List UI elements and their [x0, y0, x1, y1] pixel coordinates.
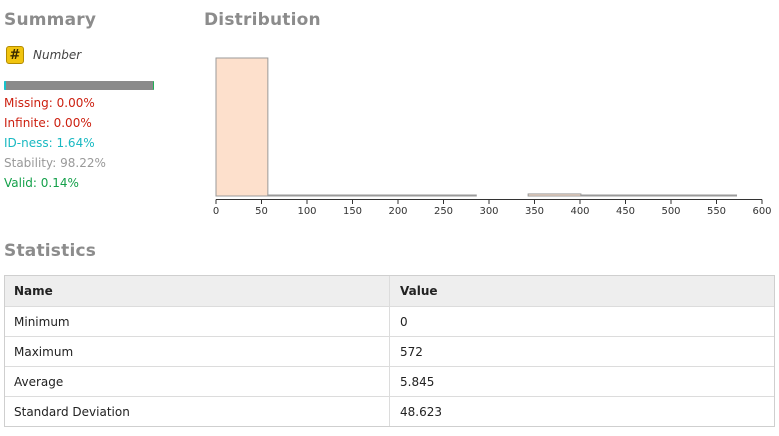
x-tick-label: 300: [479, 206, 498, 217]
x-tick-label: 500: [661, 206, 680, 217]
stat-value: 572: [400, 344, 423, 359]
stat-value: 5.845: [400, 374, 435, 389]
x-tick-label: 400: [570, 206, 589, 217]
valid-label: Valid:: [4, 176, 37, 190]
x-tick-label: 0: [213, 206, 219, 217]
x-tick-label: 350: [525, 206, 544, 217]
distribution-histogram: 0 50 100 150 200 250 300 350 400 450 500 550 600: [213, 57, 772, 217]
stability-metric: Stability: 98.22%: [4, 156, 106, 170]
value-column-header: Value: [400, 284, 438, 298]
table-row: Average 5.845: [5, 366, 774, 396]
statistics-table: Name Value Minimum 0 Maximum 572 Average…: [4, 275, 775, 427]
x-tick-label: 600: [752, 206, 771, 217]
idness-value: 1.64%: [56, 136, 95, 150]
stat-name: Minimum: [5, 307, 390, 336]
type-label: Number: [33, 48, 82, 62]
distribution-title: Distribution: [204, 10, 321, 30]
stat-value: 0: [400, 314, 408, 329]
histogram-bar: [527, 193, 582, 197]
x-tick-label: 550: [707, 206, 726, 217]
stability-label: Stability:: [4, 156, 57, 170]
stat-name: Maximum: [5, 337, 390, 366]
stat-name: Average: [5, 367, 390, 396]
name-column-header: Name: [5, 276, 390, 306]
x-tick-label: 150: [343, 206, 362, 217]
missing-label: Missing:: [4, 96, 53, 110]
idness-metric: ID-ness: 1.64%: [4, 136, 95, 150]
stat-name: Standard Deviation: [5, 397, 390, 426]
missing-metric: Missing: 0.00%: [4, 96, 95, 110]
infinite-metric: Infinite: 0.00%: [4, 116, 92, 130]
quality-bar: [4, 81, 154, 90]
stat-value: 48.623: [400, 404, 442, 419]
table-header-row: Name Value: [5, 276, 774, 306]
missing-value: 0.00%: [56, 96, 95, 110]
type-row: # Number: [6, 46, 81, 64]
table-row: Minimum 0: [5, 306, 774, 336]
x-tick-label: 50: [255, 206, 268, 217]
histogram-bar: [580, 194, 738, 197]
table-row: Maximum 572: [5, 336, 774, 366]
table-row: Standard Deviation 48.623: [5, 396, 774, 426]
valid-segment: [153, 81, 154, 90]
idness-segment: [4, 81, 6, 90]
x-tick-label: 250: [434, 206, 453, 217]
valid-metric: Valid: 0.14%: [4, 176, 79, 190]
number-type-icon: #: [6, 46, 24, 64]
infinite-label: Infinite:: [4, 116, 50, 130]
statistics-title: Statistics: [4, 241, 97, 261]
stability-value: 98.22%: [60, 156, 106, 170]
idness-label: ID-ness:: [4, 136, 53, 150]
x-tick-label: 450: [616, 206, 635, 217]
infinite-value: 0.00%: [53, 116, 92, 130]
x-tick-label: 100: [297, 206, 316, 217]
summary-title: Summary: [4, 10, 97, 30]
histogram-bar: [267, 194, 477, 197]
histogram-bar: [215, 57, 269, 197]
x-tick-label: 200: [388, 206, 407, 217]
valid-value: 0.14%: [40, 176, 79, 190]
